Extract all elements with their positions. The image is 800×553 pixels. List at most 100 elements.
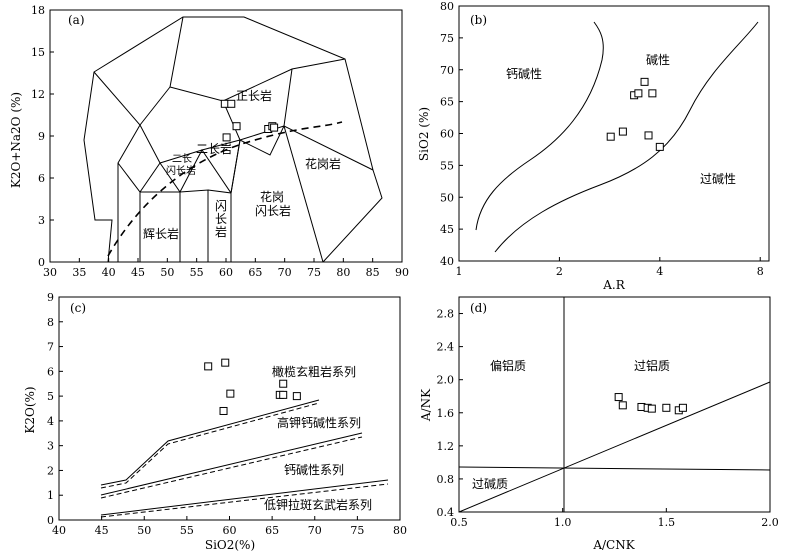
panel-c-field-low-k: 低钾拉斑玄武岩系列 [264, 497, 372, 512]
panel-a-field-diorite-2: 长 [215, 212, 227, 226]
panel-c-xtick-label-4: 60 [223, 524, 237, 537]
panel-a-field-monzodiorite-2: 闪长岩 [166, 164, 196, 177]
panel-c-xtick-label-0: 40 [52, 524, 66, 537]
panel-b-xtick-label-2: 4 [656, 265, 663, 278]
panel-d-ytick-label-1: 0.8 [437, 473, 455, 486]
panel-a-field-diorite-1: 闪 [215, 199, 227, 213]
panel-b-sample-point-7 [655, 142, 664, 151]
panel-a-ytick-label-0: 0 [38, 256, 45, 269]
panel-a-xtick-label-1: 35 [72, 266, 86, 279]
panel-c-sample-point-6 [279, 390, 288, 399]
panel-a-field-monzonite: 二长岩 [196, 141, 232, 156]
panel-c-line-lowk [100, 479, 389, 516]
panel-d-sample-point-1 [618, 401, 627, 410]
panel-d-sample-point-0 [614, 393, 623, 402]
panel-c-label: (c) [70, 301, 86, 315]
panel-d-ytick-label-2: 1.2 [437, 440, 455, 453]
panel-a-boundary-granite [283, 125, 374, 171]
panel-b-sample-point-1 [618, 127, 627, 136]
panel-c [58, 296, 401, 521]
panel-c-line-highk [100, 432, 363, 496]
panel-d-label: (d) [470, 301, 487, 315]
panel-c-line-shoshonite-dashed [100, 402, 320, 489]
panel-a-field-syenite: 正长岩 [236, 88, 272, 103]
panel-a-sample-point-0 [220, 99, 229, 108]
panel-d-sample-point-4 [647, 404, 656, 413]
panel-b-sample-point-0 [606, 132, 615, 141]
panel-c-xtick-label-6: 70 [308, 524, 322, 537]
panel-a-boundary-granodiorite [230, 124, 324, 263]
panel-a-field-diorite-3: 岩 [215, 224, 227, 239]
panel-c-ytick-label-2: 2 [47, 464, 54, 477]
panel-c-line-lowk-dashed [100, 483, 389, 518]
panel-c-sample-point-0 [204, 362, 213, 371]
panel-b-ytick-label-8: 80 [440, 0, 454, 13]
panel-c-sample-point-7 [292, 392, 301, 401]
panel-b-ytick-label-2: 50 [440, 191, 454, 204]
panel-a-field-gabbro: 辉长岩 [143, 226, 179, 241]
panel-c-xlabel: SiO2(%) [205, 538, 255, 552]
panel-c-sample-point-4 [279, 379, 288, 388]
panel-d-sample-point-5 [662, 403, 671, 412]
panel-b-ytick-label-1: 45 [440, 223, 454, 236]
panel-a-ytick-label-3: 9 [38, 130, 45, 143]
panel-a-sample-point-2 [232, 122, 241, 131]
panel-a-xtick-label-5: 55 [190, 266, 204, 279]
panel-b-ytick-label-7: 75 [440, 32, 454, 45]
panel-d-field-peraluminous: 过铝质 [634, 358, 670, 373]
panel-a-field-granite: 花岗岩 [305, 156, 341, 171]
panel-b-field-alkaline: 碱性 [646, 53, 670, 67]
panel-c-xtick-label-2: 50 [137, 524, 151, 537]
panel-a-xtick-label-8: 70 [278, 266, 292, 279]
panel-c-sample-point-3 [219, 406, 228, 415]
panel-a-xtick-label-6: 60 [219, 266, 233, 279]
panel-c-ytick-label-5: 5 [47, 390, 54, 403]
panel-a-field-granodiorite-2: 闪长岩 [255, 203, 291, 218]
panel-d-ylabel: A/NK [419, 388, 433, 422]
panel-b-peralkaline-boundary [494, 21, 759, 253]
panel-c-xtick-label-3: 55 [180, 524, 194, 537]
panel-d-field-metaluminous: 偏铝质 [490, 358, 526, 373]
panel-a-xtick-label-10: 80 [336, 266, 350, 279]
panel-d-xtick-label-3: 2.0 [761, 516, 779, 529]
panel-b-xtick-label-1: 2 [556, 265, 563, 278]
panel-b-calc-alkaline-boundary [475, 21, 604, 231]
panel-b-xtick-label-3: 8 [757, 265, 764, 278]
panel-a-sample-point-1 [227, 99, 236, 108]
panel-c-xtick-label-5: 65 [265, 524, 279, 537]
panel-a-ytick-label-4: 12 [31, 88, 45, 101]
panel-b-xtick-label-0: 1 [456, 265, 463, 278]
panel-d-ank-1-line [458, 466, 771, 471]
panel-b-ytick-label-5: 65 [440, 96, 454, 109]
panel-c-ytick-label-1: 1 [47, 489, 54, 502]
panel-d-xtick-label-1: 1.0 [554, 516, 572, 529]
panel-b-sample-point-6 [644, 131, 653, 140]
panel-a-xtick-label-0: 30 [43, 266, 57, 279]
panel-c-ylabel: K2O(%) [23, 386, 37, 433]
panel-c-ytick-label-9: 9 [47, 291, 54, 304]
panel-c-ytick-label-6: 6 [47, 365, 54, 378]
panel-c-field-calc-alkaline: 钙碱性系列 [284, 463, 344, 477]
panel-a-label: (a) [68, 13, 85, 27]
panel-a-ytick-label-5: 15 [31, 46, 45, 59]
panel-a-sample-point-3 [222, 133, 231, 142]
panel-c-sample-point-1 [221, 358, 230, 367]
panel-b-ytick-label-4: 60 [440, 128, 454, 141]
panel-c-xtick-label-1: 45 [95, 524, 109, 537]
panel-a-xtick-label-9: 75 [307, 266, 321, 279]
panel-c-ytick-label-3: 3 [47, 440, 54, 453]
panel-b-ylabel: SiO2 (%) [417, 107, 431, 161]
panel-a-ytick-label-1: 3 [38, 214, 45, 227]
panel-a-boundary-diorite [179, 189, 209, 262]
panel-d-diagonal-line [458, 381, 771, 513]
panel-d-field-peralkaline: 过碱质 [472, 477, 508, 491]
panel-c-sample-point-2 [226, 389, 235, 398]
panel-c-ytick-label-7: 7 [47, 341, 54, 354]
panel-d-frame [458, 296, 771, 513]
panel-a-field-monzodiorite-1: 二长 [172, 153, 192, 165]
panel-c-xtick-label-7: 75 [350, 524, 364, 537]
panel-d-ytick-label-6: 2.8 [437, 308, 455, 321]
panel-d [458, 296, 771, 513]
